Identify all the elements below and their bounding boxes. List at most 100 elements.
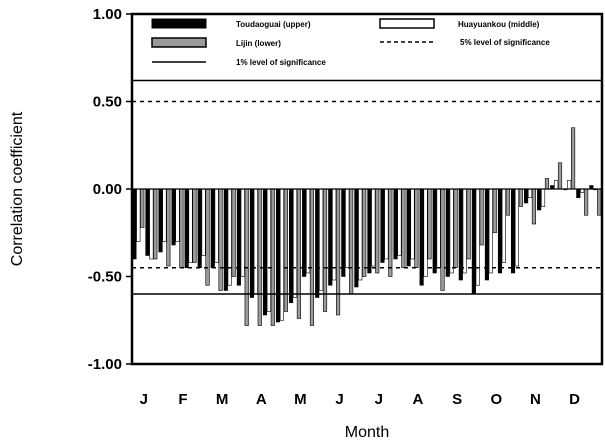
- bar-series-1-period-13: [305, 188, 311, 274]
- bar-series-1-period-30: [527, 188, 533, 199]
- bar-series-0-period-34: [576, 188, 581, 199]
- bar-series-2-period-4: [192, 188, 197, 263]
- bar-series-2-period-30: [531, 188, 536, 225]
- bar-series-1-period-6: [214, 188, 219, 263]
- bar-series-2-period-14: [322, 188, 328, 312]
- y-tick-label-0: 1.00: [93, 6, 122, 23]
- bar-series-0-period-24: [445, 188, 450, 277]
- bar-series-1-period-19: [384, 188, 389, 260]
- legend-swatch-lijin: [151, 37, 207, 48]
- bar-series-1-period-5: [201, 188, 206, 256]
- y-axis-ticks: 1.00 0.50 0.00 -0.50 -1.00: [88, 6, 132, 373]
- x-tick-label-7: A: [412, 391, 423, 408]
- bar-series-1-period-2: [162, 188, 167, 242]
- bar-series-1-period-29: [514, 188, 519, 267]
- x-tick-label-1: F: [178, 391, 187, 408]
- bar-series-1-period-15: [332, 188, 337, 281]
- bar-series-2-period-24: [453, 188, 458, 269]
- bar-series-2-period-8: [244, 188, 249, 326]
- bar-series-1-period-7: [227, 188, 232, 286]
- bar-series-1-period-33: [567, 179, 572, 190]
- bar-series-2-period-1: [153, 188, 158, 260]
- bar-series-2-period-18: [375, 188, 380, 274]
- bar-series-0-period-29: [510, 188, 516, 274]
- bar-series-0-period-30: [524, 188, 529, 204]
- bar-series-0-period-28: [497, 188, 503, 274]
- x-tick-label-10: N: [530, 391, 541, 408]
- bar-series-1-period-31: [540, 188, 546, 207]
- bar-series-0-period-2: [158, 188, 163, 253]
- bar-series-2-period-17: [362, 188, 367, 277]
- legend-label-huayuankou: Huayuankou (middle): [458, 20, 540, 29]
- y-tick-label-4: -1.00: [88, 356, 122, 373]
- bar-series-2-period-9: [257, 188, 262, 326]
- bar-series-1-period-18: [371, 188, 376, 267]
- bar-series-1-period-25: [462, 188, 467, 274]
- y-axis-title: Correlation coefficient: [9, 111, 26, 266]
- bar-series-1-period-0: [136, 188, 141, 242]
- y-tick-label-2: 0.00: [93, 181, 122, 198]
- bar-series-2-period-15: [336, 188, 341, 316]
- bar-series-0-period-9: [249, 188, 254, 298]
- bar-series-1-period-23: [436, 188, 441, 269]
- bar-series-2-period-7: [231, 188, 236, 277]
- legend-label-lijin: Lijin (lower): [236, 39, 281, 48]
- bar-series-2-period-31: [544, 178, 550, 190]
- bar-series-2-period-16: [349, 188, 354, 295]
- bar-series-0-period-25: [458, 188, 463, 281]
- bar-series-0-period-10: [262, 188, 268, 316]
- reference-lines: [132, 79, 602, 295]
- bar-series-0-period-31: [537, 188, 542, 211]
- bar-series-1-period-27: [488, 188, 493, 274]
- bar-series-0-period-18: [367, 188, 372, 274]
- bar-series-0-period-20: [393, 188, 398, 260]
- bar-series-0-period-13: [302, 188, 307, 277]
- bar-series-1-period-22: [423, 188, 428, 277]
- bar-series-0-period-27: [484, 188, 489, 281]
- x-axis-title: Month: [345, 424, 389, 441]
- bar-series-1-period-10: [266, 188, 271, 312]
- bar-series-2-period-26: [479, 188, 484, 246]
- legend-label-1pct: 1% level of significance: [236, 58, 326, 67]
- x-tick-label-9: O: [490, 391, 502, 408]
- bar-series-2-period-27: [492, 188, 497, 234]
- bar-series-1-period-17: [358, 188, 363, 281]
- legend-label-toudaoguai: Toudaoguai (upper): [236, 20, 311, 29]
- bar-series-2-period-13: [309, 188, 315, 326]
- bar-series-2-period-19: [388, 188, 393, 277]
- bar-series-0-period-11: [275, 188, 281, 323]
- bar-series-0-period-21: [406, 188, 411, 267]
- bar-series-0-period-7: [223, 188, 228, 291]
- bar-series-0-period-19: [380, 188, 385, 263]
- bar-series-1-period-14: [319, 188, 324, 291]
- bar-series-1-period-20: [397, 188, 402, 256]
- bar-series-1-period-12: [292, 188, 298, 298]
- bar-series-1-period-3: [175, 188, 180, 242]
- bar-series-1-period-8: [240, 188, 245, 277]
- bar-series-2-period-2: [166, 188, 171, 267]
- bar-series-0-period-8: [236, 188, 241, 286]
- legend-swatch-huayuankou: [379, 18, 435, 29]
- bar-series-2-period-22: [427, 188, 432, 260]
- bar-series-2-period-28: [505, 188, 510, 216]
- bar-series-0-period-23: [432, 188, 437, 274]
- y-tick-label-3: -0.50: [88, 269, 122, 286]
- bar-series-0-period-5: [197, 188, 202, 269]
- bar-series-0-period-22: [419, 188, 424, 286]
- bar-series-1-period-32: [554, 179, 559, 190]
- bar-series-1-period-9: [253, 188, 258, 295]
- bar-series-2-period-32: [557, 162, 563, 190]
- bar-series-2-period-29: [518, 188, 523, 207]
- bar-series-1-period-21: [410, 188, 415, 260]
- x-tick-label-4: M: [294, 391, 307, 408]
- bar-series-0-period-3: [171, 188, 176, 246]
- bar-series-2-period-20: [401, 188, 406, 269]
- bar-series-2-period-11: [283, 188, 288, 312]
- bar-series-0-period-14: [315, 188, 320, 298]
- bar-series-2-period-21: [414, 188, 419, 269]
- x-tick-label-11: D: [569, 391, 580, 408]
- bar-series-1-period-1: [149, 188, 154, 260]
- x-tick-label-8: S: [452, 391, 462, 408]
- bar-series-1-period-11: [279, 188, 284, 321]
